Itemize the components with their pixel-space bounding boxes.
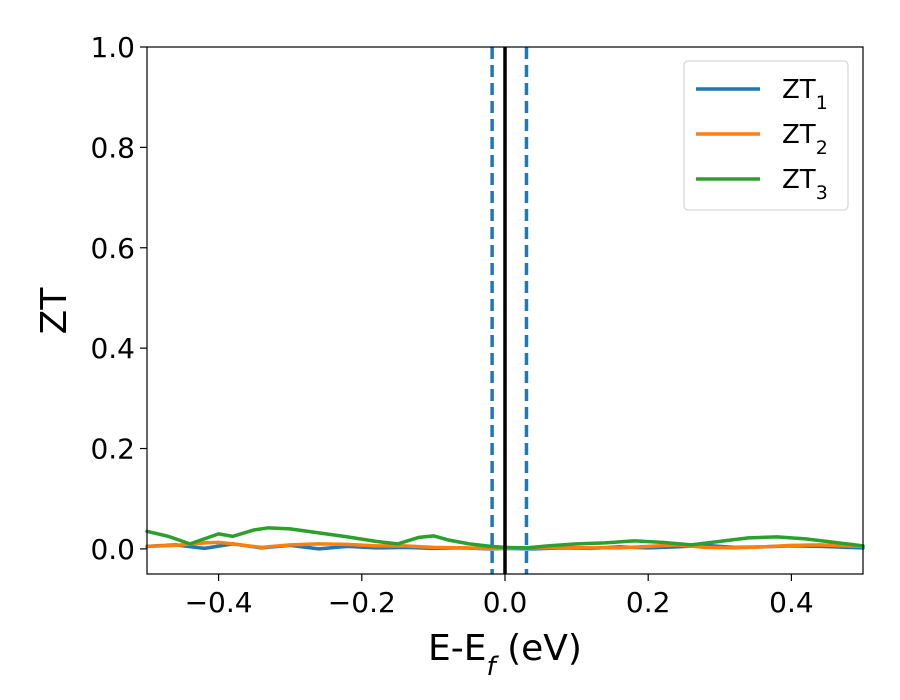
legend-box (683, 60, 849, 211)
series-line-zt3 (145, 526, 865, 550)
y-tick-label: 0.0 (90, 533, 135, 566)
vertical-lines-layer (490, 47, 529, 574)
y-axis-label: ZT (34, 287, 75, 335)
legend-label-zt2: ZT2 (782, 120, 828, 159)
x-tick-label: 0.4 (769, 586, 814, 619)
y-tick-label: 1.0 (90, 31, 135, 64)
x-tick-label: −0.2 (328, 586, 396, 619)
legend-entries: ZT1 ZT2 ZT3 (696, 75, 828, 204)
y-axis-ticks: 0.0 0.2 0.4 0.6 0.8 1.0 (90, 31, 147, 566)
legend-label-zt1: ZT1 (782, 75, 828, 114)
y-tick-label: 0.8 (90, 131, 135, 164)
x-tick-label: 0.2 (626, 586, 671, 619)
legend-label-zt3: ZT3 (782, 165, 828, 204)
x-axis-label-main: E-E (428, 628, 486, 669)
plot-frame (146, 46, 864, 575)
y-tick-label: 0.4 (90, 332, 135, 365)
y-tick-label: 0.6 (90, 232, 135, 265)
x-tick-label: −0.4 (185, 586, 253, 619)
y-tick-label: 0.2 (90, 433, 135, 466)
x-axis-label-unit: (eV) (496, 628, 582, 669)
x-axis-ticks: −0.4 −0.2 0.0 0.2 0.4 (185, 574, 814, 619)
x-tick-label: 0.0 (483, 586, 528, 619)
x-axis-label: E-Ef (eV) (428, 628, 582, 682)
legend: ZT1 ZT2 ZT3 (683, 60, 849, 211)
